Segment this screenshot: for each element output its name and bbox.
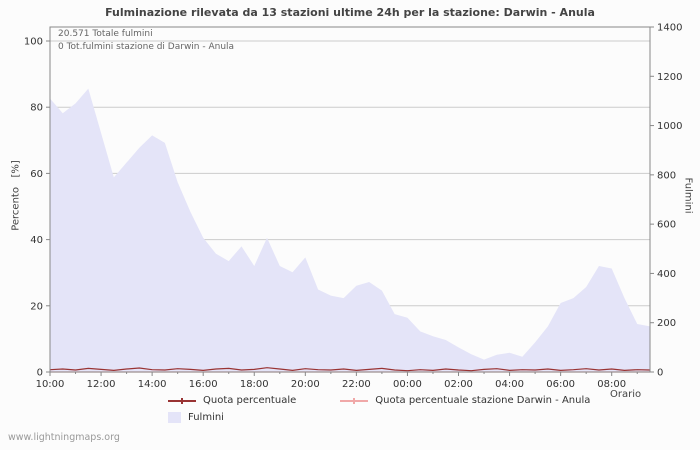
svg-text:40: 40 bbox=[30, 235, 43, 246]
percent-line-marker-icon bbox=[168, 396, 196, 405]
svg-text:800: 800 bbox=[657, 170, 676, 181]
svg-text:06:00: 06:00 bbox=[546, 379, 575, 390]
svg-text:00:00: 00:00 bbox=[393, 379, 422, 390]
svg-text:1000: 1000 bbox=[657, 121, 682, 132]
svg-text:12:00: 12:00 bbox=[87, 379, 116, 390]
svg-text:100: 100 bbox=[24, 37, 43, 48]
svg-text:200: 200 bbox=[657, 318, 676, 329]
svg-text:20:00: 20:00 bbox=[291, 379, 320, 390]
total-lightning-annotation: 20.571 Totale fulmini bbox=[58, 29, 153, 39]
svg-text:600: 600 bbox=[657, 220, 676, 231]
svg-text:22:00: 22:00 bbox=[342, 379, 371, 390]
station-line-marker-icon bbox=[340, 396, 369, 405]
svg-text:400: 400 bbox=[657, 269, 676, 280]
svg-text:14:00: 14:00 bbox=[138, 379, 167, 390]
station-total-annotation: 0 Tot.fulmini stazione di Darwin - Anula bbox=[58, 42, 235, 52]
svg-text:16:00: 16:00 bbox=[189, 379, 218, 390]
svg-text:0: 0 bbox=[37, 368, 43, 379]
legend-item-station-percent: Quota percentuale stazione Darwin - Anul… bbox=[340, 395, 590, 406]
legend-row-1: Quota percentuale Quota percentuale staz… bbox=[168, 395, 590, 406]
chart-title: Fulminazione rilevata da 13 stazioni ult… bbox=[105, 6, 595, 19]
svg-text:1200: 1200 bbox=[657, 72, 682, 83]
legend-label-station-percent: Quota percentuale stazione Darwin - Anul… bbox=[375, 395, 591, 406]
svg-text:20: 20 bbox=[30, 301, 43, 312]
legend-label-percent: Quota percentuale bbox=[203, 395, 297, 406]
y-axis-left-label: Percento [%] bbox=[10, 160, 22, 231]
svg-text:08:00: 08:00 bbox=[597, 379, 626, 390]
fulmini-area-swatch-icon bbox=[168, 412, 181, 423]
svg-text:60: 60 bbox=[30, 169, 43, 180]
svg-text:0: 0 bbox=[657, 368, 663, 379]
svg-text:80: 80 bbox=[30, 103, 43, 114]
legend-item-percent: Quota percentuale bbox=[168, 395, 296, 406]
svg-text:10:00: 10:00 bbox=[36, 379, 65, 390]
legend-row-2: Fulmini bbox=[168, 412, 224, 423]
x-axis-label: Orario bbox=[610, 389, 642, 400]
svg-text:02:00: 02:00 bbox=[444, 379, 473, 390]
legend-label-fulmini: Fulmini bbox=[188, 412, 224, 423]
legend-item-fulmini: Fulmini bbox=[168, 412, 224, 423]
svg-text:18:00: 18:00 bbox=[240, 379, 269, 390]
svg-text:04:00: 04:00 bbox=[495, 379, 524, 390]
y-axis-right-label: Fulmini bbox=[682, 177, 694, 214]
watermark-url: www.lightningmaps.org bbox=[8, 432, 120, 443]
svg-text:1400: 1400 bbox=[657, 23, 682, 34]
